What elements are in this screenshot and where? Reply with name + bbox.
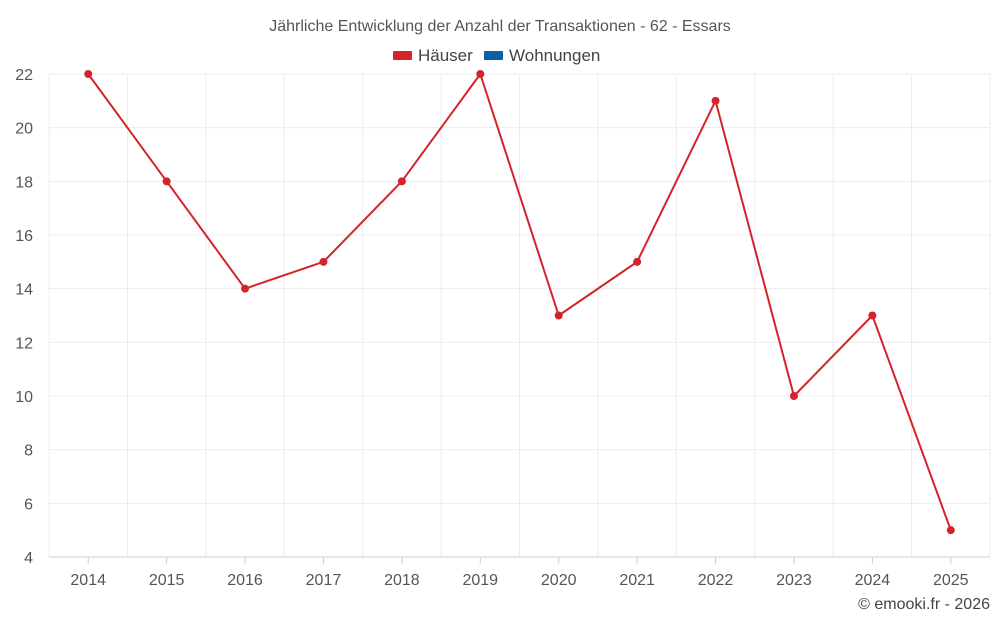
data-point[interactable] (84, 70, 93, 78)
legend: Häuser Wohnungen (393, 46, 600, 65)
data-point[interactable] (397, 177, 406, 186)
data-point[interactable] (789, 392, 798, 400)
legend-label-haeuser: Häuser (418, 46, 473, 65)
y-tick-label: 18 (15, 174, 33, 191)
data-point[interactable] (554, 311, 563, 320)
y-axis: 4 6 8 10 12 14 16 18 20 22 (15, 67, 33, 567)
y-tick-label: 12 (15, 335, 33, 352)
x-tick-label: 2016 (227, 572, 263, 589)
legend-label-wohnungen: Wohnungen (509, 46, 600, 65)
legend-item-wohnungen[interactable]: Wohnungen (484, 46, 600, 65)
chart-title: Jährliche Entwicklung der Anzahl der Tra… (269, 18, 731, 35)
legend-swatch-haeuser (393, 51, 412, 60)
legend-swatch-wohnungen (484, 51, 503, 60)
x-tick-label: 2022 (698, 572, 734, 589)
x-tick-label: 2021 (619, 572, 655, 589)
grid (48, 73, 991, 557)
data-point[interactable] (241, 284, 250, 293)
series-line-0 (87, 73, 952, 531)
y-tick-label: 22 (15, 67, 33, 84)
y-tick-label: 4 (24, 550, 33, 567)
credit: © emooki.fr - 2026 (858, 596, 990, 613)
series-layer (84, 70, 955, 535)
y-tick-label: 8 (24, 443, 33, 460)
x-tick-label: 2020 (541, 572, 577, 589)
data-point[interactable] (633, 257, 642, 266)
y-tick-label: 6 (24, 496, 33, 513)
data-point[interactable] (711, 96, 720, 105)
x-tick-label: 2014 (70, 572, 106, 589)
data-point[interactable] (162, 177, 171, 186)
data-point[interactable] (476, 70, 485, 78)
x-tick-label: 2024 (855, 572, 891, 589)
x-tick-label: 2018 (384, 572, 420, 589)
x-tick-label: 2023 (776, 572, 812, 589)
y-tick-label: 10 (15, 389, 33, 406)
data-point[interactable] (946, 526, 955, 535)
y-tick-label: 20 (15, 121, 33, 138)
y-tick-label: 16 (15, 228, 33, 245)
x-tick-label: 2017 (306, 572, 342, 589)
x-tick-label: 2015 (149, 572, 185, 589)
x-axis: 2014 2015 2016 2017 2018 2019 2020 2021 2022 2023… (49, 556, 990, 589)
x-tick-label: 2025 (933, 572, 969, 589)
data-point[interactable] (319, 257, 328, 266)
y-tick-label: 14 (15, 282, 33, 299)
legend-item-haeuser[interactable]: Häuser (393, 46, 473, 65)
data-point[interactable] (868, 311, 877, 320)
x-tick-label: 2019 (462, 572, 498, 589)
